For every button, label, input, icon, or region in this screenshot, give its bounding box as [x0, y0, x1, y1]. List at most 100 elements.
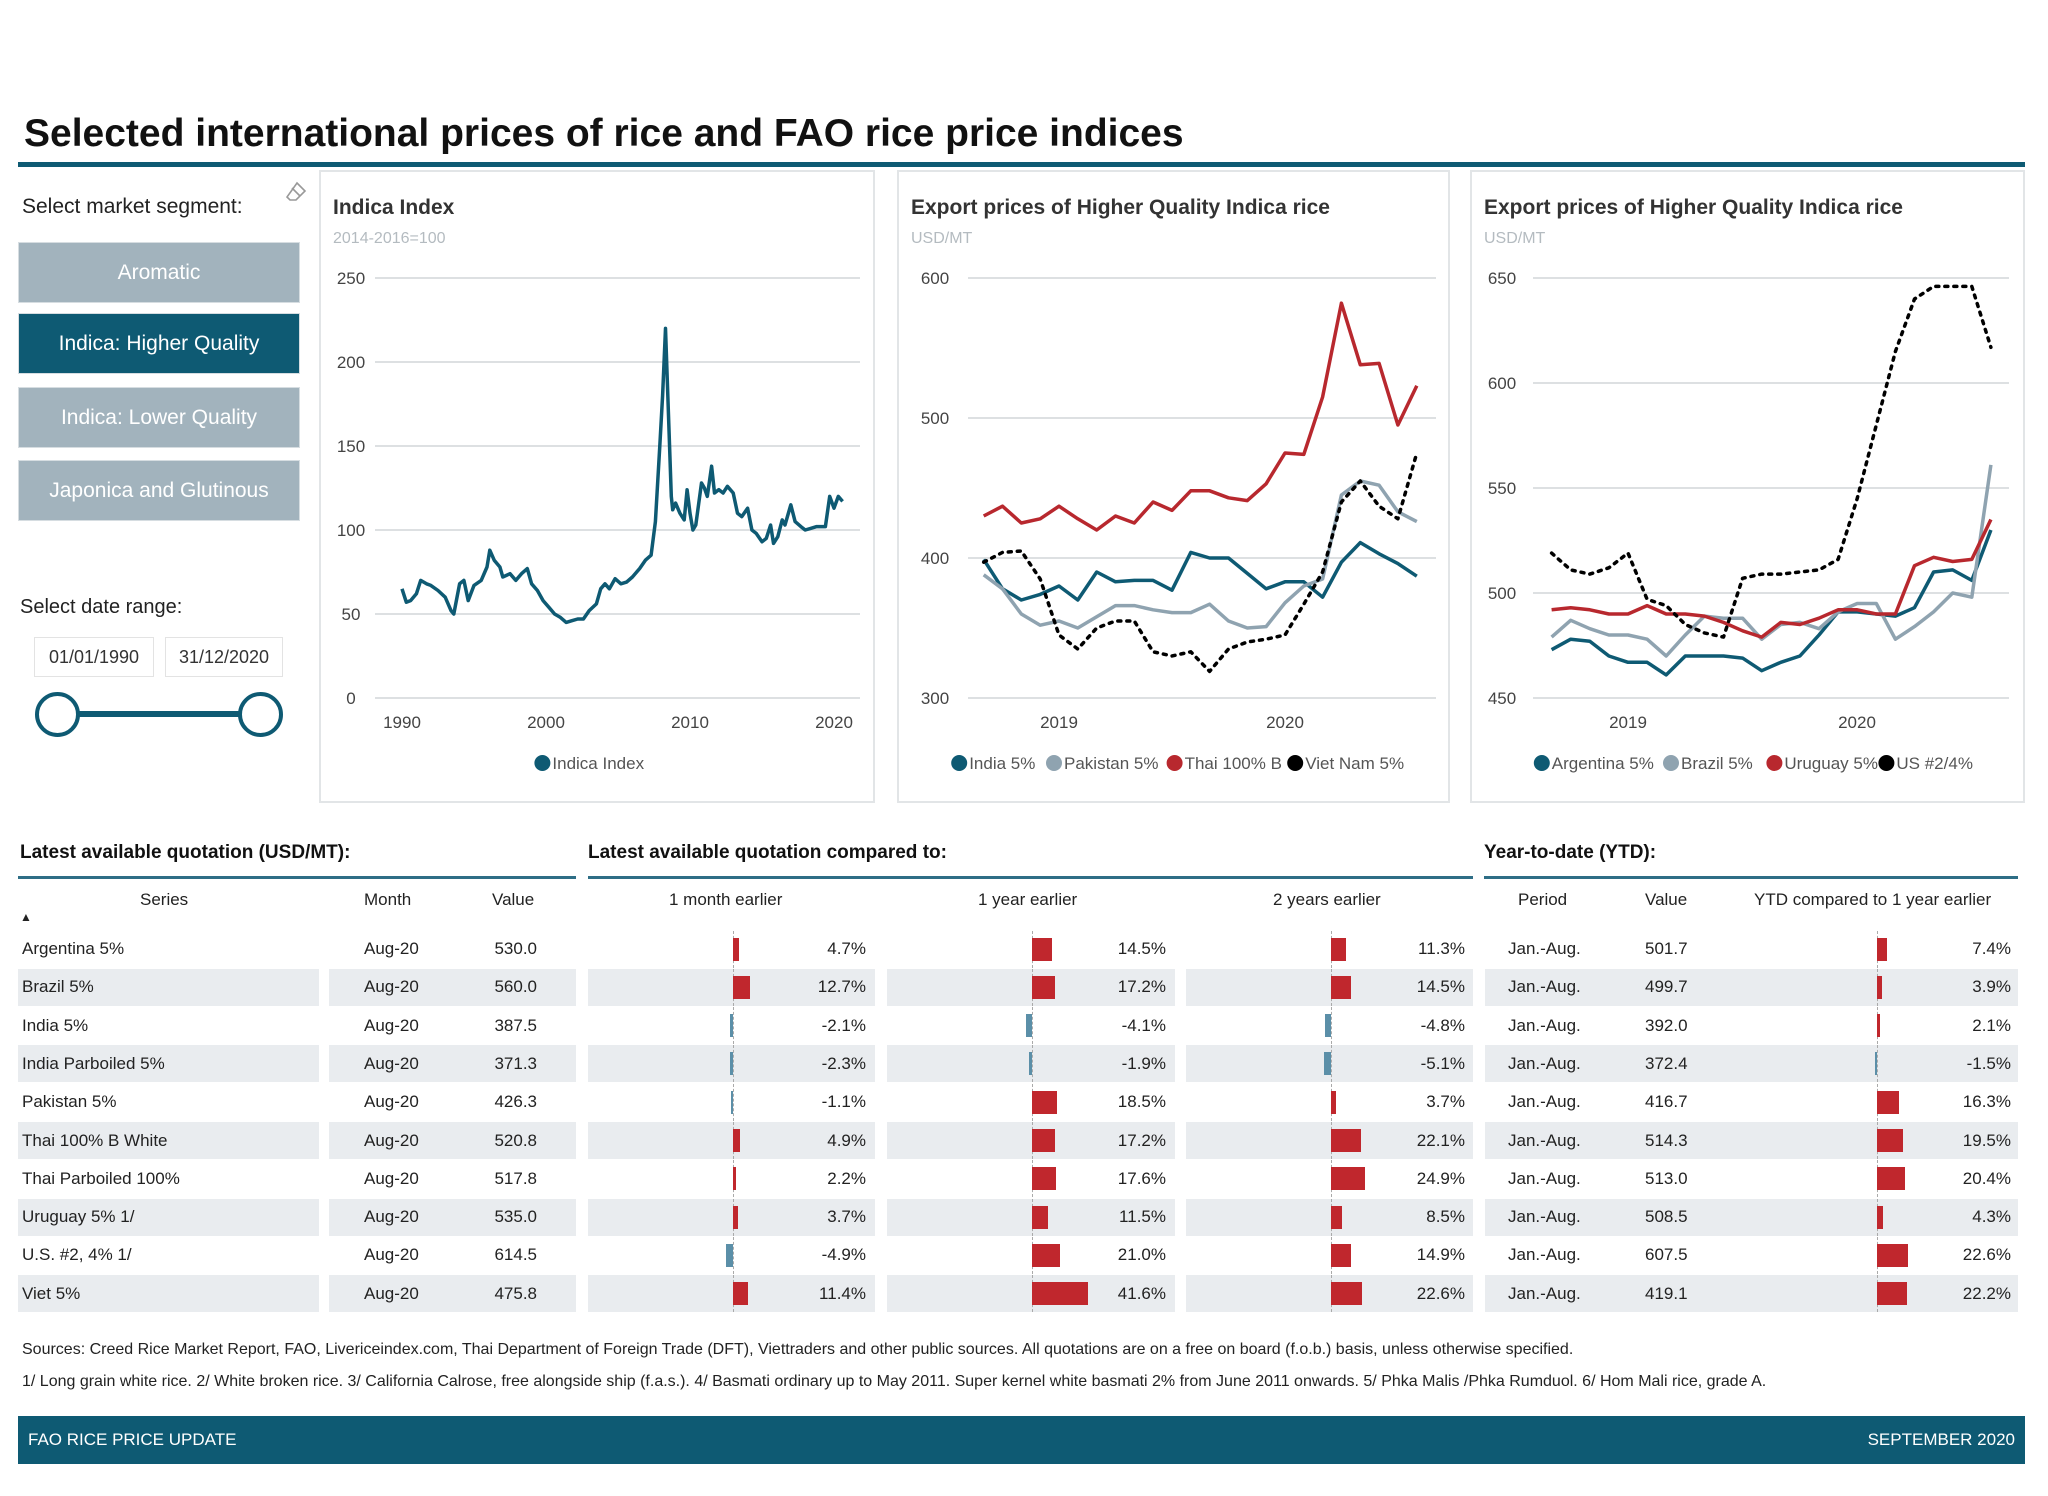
- series-name: Thai 100% B White: [22, 1130, 168, 1150]
- col-header-series[interactable]: Series: [140, 890, 189, 909]
- row-background: [329, 1122, 576, 1159]
- series-line-uruguay-5-[interactable]: [1551, 518, 1993, 639]
- col-header-1-month[interactable]: 1 month earlier: [669, 890, 783, 909]
- change-bar: [1877, 1014, 1880, 1038]
- month: Aug-20: [364, 1015, 419, 1035]
- legend-label[interactable]: Pakistan 5%: [1064, 754, 1159, 773]
- segment-indica-lower-quality[interactable]: Indica: Lower Quality: [18, 387, 300, 448]
- change-bar: [1032, 1167, 1056, 1191]
- y-tick-label: 0: [346, 689, 355, 708]
- date-to-input[interactable]: 31/12/2020: [165, 637, 283, 677]
- y-tick-label: 600: [921, 269, 949, 288]
- y-tick-label: 500: [921, 409, 949, 428]
- y-tick-label: 550: [1488, 479, 1516, 498]
- col-header-1-year[interactable]: 1 year earlier: [978, 890, 1078, 909]
- legend-label[interactable]: Viet Nam 5%: [1305, 754, 1404, 773]
- zero-line: [733, 1007, 734, 1045]
- change-percent: 22.2%: [1962, 1283, 2011, 1303]
- zero-line: [1877, 1045, 1878, 1083]
- segment-aromatic[interactable]: Aromatic: [18, 242, 300, 303]
- eraser-icon[interactable]: [284, 180, 308, 204]
- segment-japonica-glutinous[interactable]: Japonica and Glutinous: [18, 460, 300, 521]
- zero-line: [1032, 1045, 1033, 1083]
- series-line-argentina-5-[interactable]: [1550, 529, 1993, 677]
- change-bar: [1331, 1282, 1362, 1306]
- change-bar: [1032, 1282, 1089, 1306]
- month: Aug-20: [364, 939, 419, 958]
- series-line-us-2-4-[interactable]: [1549, 284, 1993, 639]
- row-background: [18, 968, 319, 1006]
- date-from-input[interactable]: 01/01/1990: [34, 637, 154, 677]
- legend-marker: [1766, 755, 1783, 771]
- col-header-value[interactable]: Value: [492, 890, 535, 909]
- footnotes: 1/ Long grain white rice. 2/ White broke…: [22, 1373, 1767, 1390]
- ytd-value: 607.5: [1645, 1245, 1688, 1265]
- legend-label[interactable]: India 5%: [969, 754, 1035, 773]
- col-header-ytd-value[interactable]: Value: [1645, 890, 1688, 909]
- change-percent: 3.9%: [1972, 977, 2011, 997]
- y-tick-label: 650: [1488, 269, 1516, 288]
- row-background: [18, 1045, 319, 1083]
- ytd-period: Jan.-Aug.: [1508, 939, 1581, 958]
- legend-label[interactable]: Brazil 5%: [1681, 754, 1753, 773]
- col-header-ytd-compared[interactable]: YTD compared to 1 year earlier: [1754, 890, 1992, 909]
- month: Aug-20: [364, 977, 419, 997]
- row-background: [588, 968, 875, 1006]
- ytd-value: 508.5: [1645, 1207, 1688, 1227]
- col-header-period[interactable]: Period: [1518, 890, 1568, 909]
- legend-label[interactable]: Uruguay 5%: [1784, 754, 1878, 773]
- value: 371.3: [494, 1053, 537, 1073]
- date-slider-track[interactable]: [57, 711, 260, 717]
- change-bar: [731, 1090, 733, 1114]
- date-slider-end-handle[interactable]: [238, 692, 283, 737]
- col-header-2-years[interactable]: 2 years earlier: [1273, 890, 1381, 909]
- y-tick-label: 150: [337, 437, 365, 456]
- change-bar: [733, 1205, 738, 1229]
- date-slider-start-handle[interactable]: [35, 692, 80, 737]
- legend-label[interactable]: Argentina 5%: [1552, 754, 1654, 773]
- change-percent: -4.8%: [1420, 1015, 1465, 1035]
- series-name: Pakistan 5%: [22, 1092, 117, 1112]
- series-line-india-5-[interactable]: [982, 540, 1418, 602]
- legend-label[interactable]: Thai 100% B: [1185, 754, 1282, 773]
- series-line-thai-100-b[interactable]: [982, 301, 1419, 532]
- change-percent: 11.4%: [819, 1283, 866, 1303]
- change-percent: 4.9%: [827, 1130, 866, 1150]
- change-percent: 22.6%: [1962, 1245, 2011, 1265]
- segment-label: Indica: Higher Quality: [58, 331, 260, 355]
- sort-ascending-icon[interactable]: ▲: [20, 910, 32, 924]
- row-background: [18, 1275, 319, 1313]
- footer-bar: FAO RICE PRICE UPDATE SEPTEMBER 2020: [18, 1416, 2025, 1464]
- change-percent: -2.1%: [821, 1015, 866, 1035]
- series-name: India Parboiled 5%: [22, 1053, 165, 1073]
- series-name: Uruguay 5% 1/: [22, 1207, 135, 1227]
- legend-label[interactable]: US #2/4%: [1896, 754, 1973, 773]
- legend-label[interactable]: Indica Index: [552, 754, 644, 773]
- ytd-period: Jan.-Aug.: [1508, 1283, 1581, 1303]
- change-bar: [1324, 1052, 1331, 1076]
- segment-indica-higher-quality[interactable]: Indica: Higher Quality: [18, 313, 300, 374]
- ytd-value: 514.3: [1645, 1130, 1688, 1150]
- ytd-period: Jan.-Aug.: [1508, 1207, 1581, 1227]
- row-background: [1485, 1275, 2018, 1313]
- change-bar: [1331, 1090, 1336, 1114]
- change-percent: -5.1%: [1420, 1053, 1465, 1073]
- change-percent: 8.5%: [1426, 1207, 1465, 1227]
- row-background: [1186, 1198, 1473, 1236]
- col-header-month[interactable]: Month: [364, 890, 412, 909]
- segment-label: Aromatic: [117, 260, 201, 284]
- value: 426.3: [494, 1092, 537, 1112]
- row-background: [887, 1275, 1175, 1313]
- change-percent: 4.7%: [827, 939, 866, 958]
- change-percent: 14.5%: [1416, 977, 1465, 997]
- legend-marker: [1878, 755, 1895, 771]
- sources-note: Sources: Creed Rice Market Report, FAO, …: [22, 1341, 1574, 1358]
- y-tick-label: 600: [1488, 374, 1516, 393]
- change-percent: -1.5%: [1966, 1053, 2011, 1073]
- series-name: Viet 5%: [22, 1283, 81, 1303]
- change-bar: [733, 937, 740, 961]
- row-background: [588, 1198, 875, 1236]
- chart-plot: 0 50 100 150 200 250 1990 2000 2010 2020 Indica In…: [337, 269, 860, 773]
- ytd-period: Jan.-Aug.: [1508, 1053, 1581, 1073]
- series-line-indica-index[interactable]: [400, 326, 844, 625]
